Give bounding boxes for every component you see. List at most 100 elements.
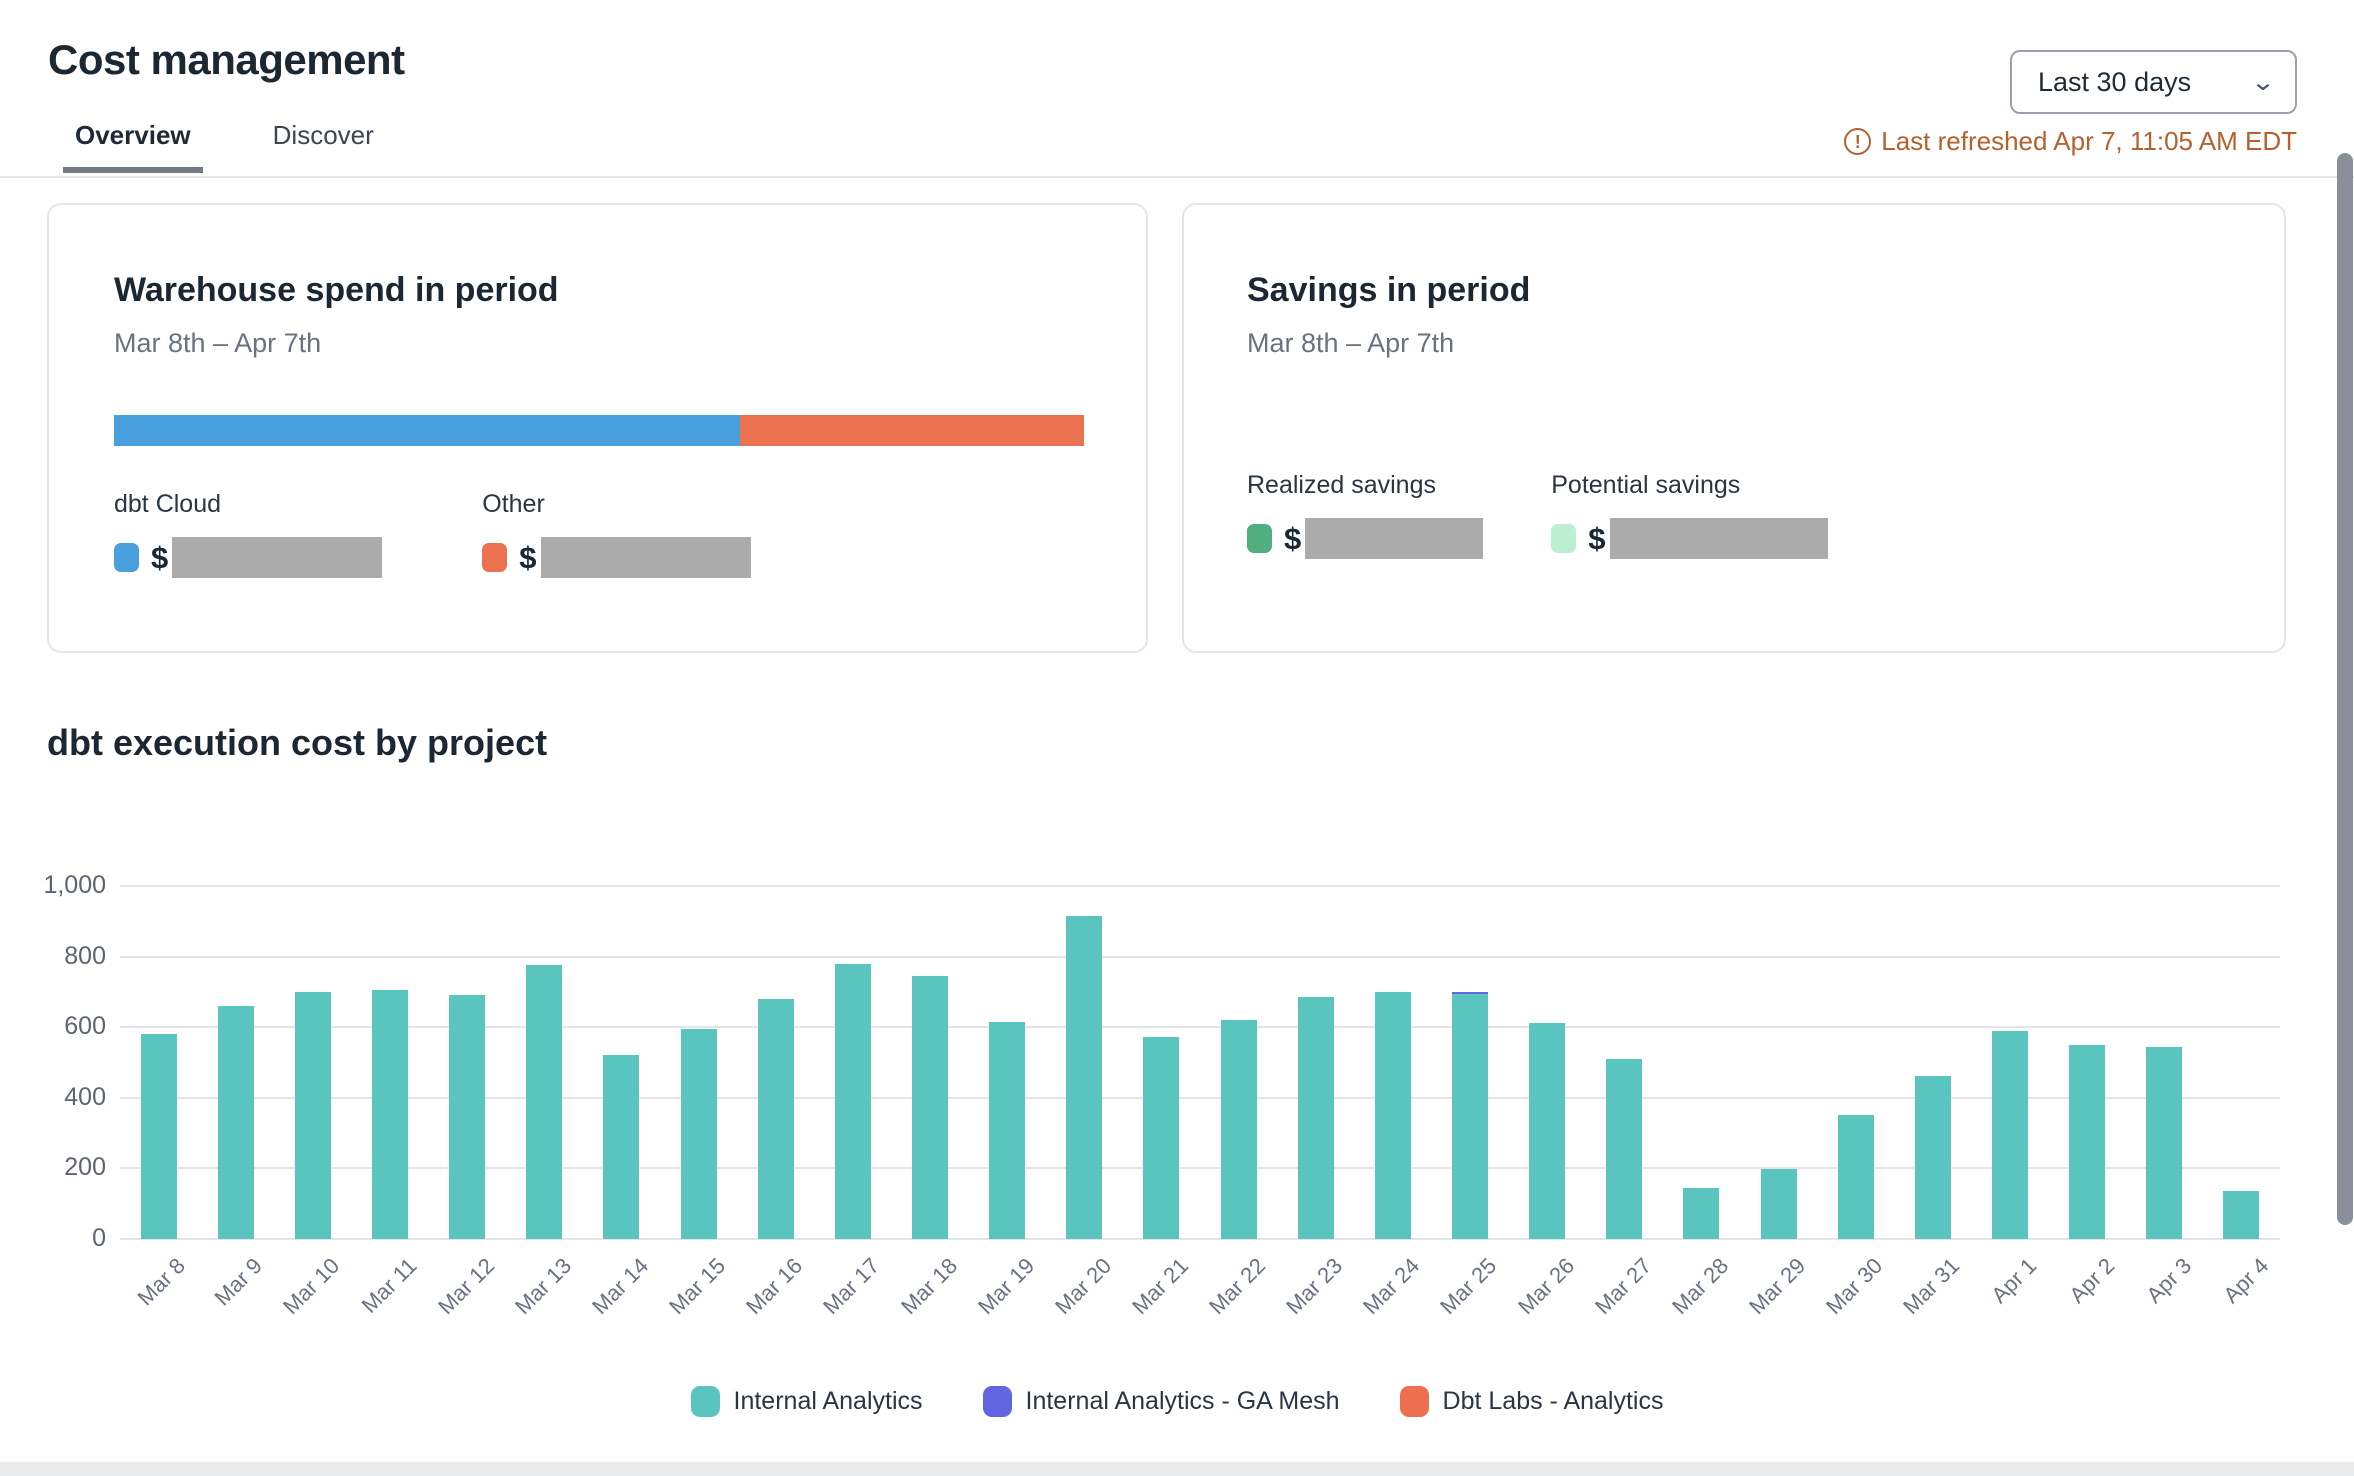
bar-slot: Apr 4: [2203, 886, 2280, 1308]
bar-segment: [1529, 1022, 1566, 1239]
last-refreshed-text: Last refreshed Apr 7, 11:05 AM EDT: [1881, 126, 2297, 156]
legend-swatch: [690, 1386, 720, 1417]
vertical-scrollbar-thumb[interactable]: [2337, 153, 2353, 1225]
currency-symbol: $: [151, 539, 169, 575]
gridline: [120, 1026, 2280, 1029]
bar-slot: Mar 30: [1817, 886, 1894, 1319]
bar-slot: Apr 3: [2126, 886, 2203, 1308]
card-period: Mar 8th – Apr 7th: [114, 328, 322, 358]
bar-segment: [2146, 1047, 2183, 1239]
legend-label: Internal Analytics - GA Mesh: [1025, 1387, 1340, 1415]
bar-mar-10[interactable]: [294, 991, 331, 1239]
bar-segment: [757, 998, 794, 1239]
bar-slot: Mar 24: [1354, 886, 1431, 1319]
bar-mar-29[interactable]: [1760, 1169, 1797, 1239]
bar-slot: Mar 28: [1663, 886, 1740, 1319]
tab-bar: Overview Discover: [63, 120, 374, 173]
bar-mar-16[interactable]: [757, 998, 794, 1239]
bar-mar-12[interactable]: [449, 995, 486, 1239]
bar-mar-8[interactable]: [140, 1034, 177, 1239]
bar-mar-17[interactable]: [834, 963, 871, 1239]
x-axis-tick-label: Apr 1: [1986, 1253, 2042, 1308]
x-axis-tick-label: Mar 11: [356, 1253, 422, 1318]
bar-segment: [1914, 1076, 1951, 1239]
last-refreshed-status: ! Last refreshed Apr 7, 11:05 AM EDT: [1844, 126, 2297, 157]
bar-apr-2[interactable]: [2069, 1044, 2106, 1239]
y-axis-tick-label: 400: [64, 1082, 106, 1111]
chart-section-title: dbt execution cost by project: [47, 722, 548, 763]
legend-swatch: [982, 1386, 1012, 1417]
bar-mar-28[interactable]: [1683, 1187, 1720, 1239]
legend-item-internal-analytics[interactable]: Internal Analytics: [690, 1386, 923, 1417]
bar-slot: Mar 23: [1277, 886, 1354, 1319]
bar-apr-1[interactable]: [1991, 1031, 2028, 1239]
bar-segment: [1991, 1031, 2028, 1239]
card-period: Mar 8th – Apr 7th: [1247, 328, 1455, 358]
bar-mar-20[interactable]: [1066, 916, 1103, 1239]
bar-segment: [1606, 1058, 1643, 1239]
x-axis-tick-label: Mar 18: [895, 1253, 962, 1320]
bar-segment: [680, 1028, 717, 1239]
bar-slot: Mar 19: [969, 886, 1046, 1319]
x-axis-tick-label: Mar 12: [432, 1253, 499, 1320]
bar-mar-24[interactable]: [1374, 991, 1411, 1239]
bar-slot: Mar 25: [1431, 886, 1508, 1319]
chart-plot: Mar 8 Mar 9 Mar 10 Mar 11 Mar 12 Mar 13 Mar 14…: [120, 885, 2280, 1319]
bar-apr-3[interactable]: [2146, 1047, 2183, 1239]
redacted-value: [1305, 518, 1484, 559]
bar-slot: Mar 11: [351, 886, 428, 1318]
gridline: [120, 1096, 2280, 1099]
date-range-select[interactable]: Last 30 days ⌄: [2010, 50, 2297, 114]
legend-label: Dbt Labs - Analytics: [1442, 1387, 1664, 1415]
redacted-value: [540, 537, 751, 578]
bar-segment: [1374, 991, 1411, 1239]
bar-mar-26[interactable]: [1529, 1022, 1566, 1239]
bar-apr-4[interactable]: [2223, 1191, 2260, 1239]
bar-mar-13[interactable]: [526, 965, 563, 1239]
spend-stacked-bar[interactable]: [114, 415, 1084, 446]
x-axis-tick-label: Mar 29: [1744, 1253, 1811, 1320]
stat-other: Other $: [482, 490, 751, 578]
bar-segment: [1297, 997, 1334, 1239]
bar-mar-19[interactable]: [989, 1021, 1026, 1239]
bar-mar-15[interactable]: [680, 1028, 717, 1239]
bar-mar-30[interactable]: [1837, 1115, 1874, 1239]
savings-stats-row: Realized savings $ Potential savings $: [1247, 471, 2220, 559]
stat-label: dbt Cloud: [114, 490, 222, 518]
gridline: [120, 1167, 2280, 1170]
bar-segment: [1143, 1037, 1180, 1239]
money-row: $: [1247, 518, 1484, 559]
x-axis-tick-label: Apr 4: [2218, 1253, 2274, 1308]
legend-item-internal-analytics-ga-mesh[interactable]: Internal Analytics - GA Mesh: [982, 1386, 1340, 1417]
currency-symbol: $: [1588, 520, 1606, 556]
exclamation-circle-icon: !: [1844, 128, 1872, 155]
bar-mar-9[interactable]: [217, 1006, 254, 1239]
x-axis-tick-label: Mar 23: [1281, 1253, 1348, 1320]
tab-discover[interactable]: Discover: [272, 120, 374, 150]
bar-mar-25[interactable]: [1451, 991, 1488, 1239]
stat-label: Other: [482, 490, 545, 518]
bar-slot: Mar 16: [737, 886, 814, 1319]
bar-mar-18[interactable]: [911, 976, 948, 1239]
bar-mar-21[interactable]: [1143, 1037, 1180, 1239]
color-swatch: [482, 543, 508, 572]
bar-slot: Mar 17: [814, 886, 891, 1319]
y-axis-tick-label: 0: [92, 1224, 106, 1252]
bar-slot: Mar 27: [1586, 886, 1663, 1319]
bar-mar-31[interactable]: [1914, 1076, 1951, 1239]
bar-mar-27[interactable]: [1606, 1058, 1643, 1239]
header-divider: [0, 176, 2354, 178]
horizontal-scrollbar-track[interactable]: [0, 1462, 2354, 1476]
bar-segment: [1683, 1187, 1720, 1239]
tab-overview[interactable]: Overview: [63, 120, 203, 173]
bar-mar-11[interactable]: [371, 990, 408, 1239]
stat-potential-savings: Potential savings $: [1551, 471, 1828, 559]
x-axis-tick-label: Mar 8: [132, 1253, 191, 1311]
stat-label: Potential savings: [1551, 471, 1741, 499]
bar-slot: Mar 26: [1509, 886, 1586, 1319]
bar-segment: [1451, 993, 1488, 1239]
bar-mar-14[interactable]: [603, 1055, 640, 1239]
legend-item-dbt-labs-analytics[interactable]: Dbt Labs - Analytics: [1399, 1386, 1664, 1417]
bar-mar-22[interactable]: [1220, 1020, 1257, 1239]
bar-mar-23[interactable]: [1297, 997, 1334, 1239]
